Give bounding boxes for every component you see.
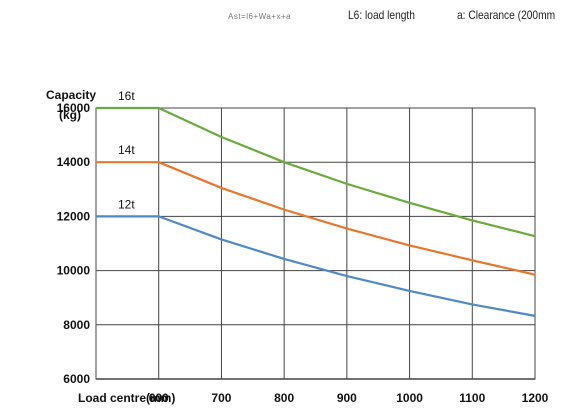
series-line-12t (96, 215, 536, 317)
series-label-14t: 14t (118, 143, 135, 157)
series-line-16t (96, 106, 536, 238)
y-tick-label: 8000 (63, 318, 90, 332)
series-label-12t: 12t (118, 197, 135, 211)
header-notes: Ast=l6+Wa+x+a L6: load length a: Clearan… (0, 6, 573, 30)
y-axis-title-line1: Capacity (46, 88, 96, 102)
x-tick-label: 900 (337, 391, 357, 405)
x-tick-label: 1000 (396, 391, 423, 405)
l6-note: L6: load length (348, 8, 415, 22)
x-tick-label: 1200 (522, 391, 549, 405)
tick-labels: 6000 8000 10000 12000 14000 16000 600 700 800 900… (57, 89, 549, 405)
series-lines (96, 106, 536, 317)
series-line-14t (96, 161, 536, 276)
x-tick-label: 1100 (459, 391, 485, 405)
y-tick-label: 16000 (57, 101, 91, 115)
series-label-16t: 16t (118, 89, 135, 103)
y-tick-label: 12000 (57, 209, 91, 223)
plot-frame (95, 107, 536, 380)
y-tick-label: 6000 (63, 372, 90, 386)
grid-lines (95, 107, 536, 380)
formula-text: Ast=l6+Wa+x+a (228, 12, 292, 21)
x-tick-label: 600 (149, 391, 169, 405)
clearance-note: a: Clearance (200mm (457, 8, 556, 22)
x-tick-label: 700 (211, 391, 231, 405)
y-tick-label: 10000 (57, 264, 91, 278)
x-axis-title: Load centre(mm) (78, 391, 175, 405)
x-tick-label: 800 (274, 391, 294, 405)
y-axis-title-line2: (kg) (59, 108, 81, 122)
y-tick-label: 14000 (57, 155, 91, 169)
